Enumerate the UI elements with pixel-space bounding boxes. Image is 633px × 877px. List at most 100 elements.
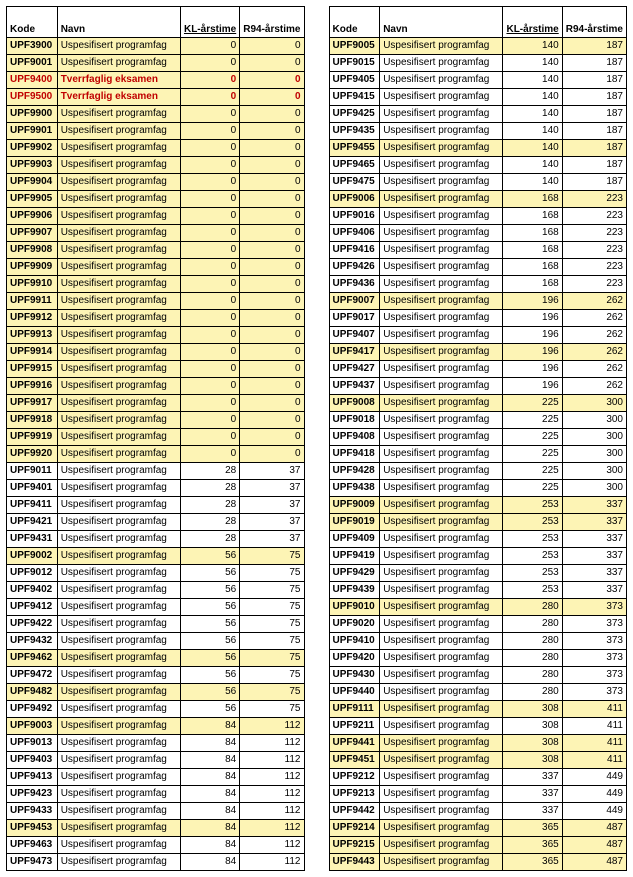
tbody-left: UPF3900Uspesifisert programfag00UPF9001U… [7, 38, 305, 871]
cell-navn: Uspesifisert programfag [57, 378, 180, 395]
cell-kode: UPF9462 [7, 650, 58, 667]
table-row: UPF9430Uspesifisert programfag280373 [329, 667, 627, 684]
tbody-right: UPF9005Uspesifisert programfag140187UPF9… [329, 38, 627, 871]
cell-kl: 56 [180, 565, 239, 582]
cell-navn: Uspesifisert programfag [380, 497, 503, 514]
cell-r94: 337 [562, 514, 626, 531]
cell-kode: UPF9011 [7, 463, 58, 480]
table-row: UPF9020Uspesifisert programfag280373 [329, 616, 627, 633]
cell-navn: Uspesifisert programfag [57, 463, 180, 480]
cell-r94: 0 [240, 174, 304, 191]
table-row: UPF9426Uspesifisert programfag168223 [329, 259, 627, 276]
cell-r94: 337 [562, 531, 626, 548]
table-row: UPF9429Uspesifisert programfag253337 [329, 565, 627, 582]
cell-navn: Uspesifisert programfag [380, 616, 503, 633]
table-row: UPF9019Uspesifisert programfag253337 [329, 514, 627, 531]
cell-navn: Uspesifisert programfag [57, 327, 180, 344]
table-row: UPF9418Uspesifisert programfag225300 [329, 446, 627, 463]
cell-navn: Uspesifisert programfag [57, 191, 180, 208]
cell-r94: 223 [562, 242, 626, 259]
cell-kl: 0 [180, 242, 239, 259]
col-kl-header: KL-årstime [180, 7, 239, 38]
cell-navn: Uspesifisert programfag [380, 684, 503, 701]
cell-kode: UPF9427 [329, 361, 380, 378]
cell-navn: Uspesifisert programfag [57, 310, 180, 327]
cell-navn: Uspesifisert programfag [380, 531, 503, 548]
cell-navn: Uspesifisert programfag [380, 565, 503, 582]
cell-r94: 187 [562, 89, 626, 106]
cell-kode: UPF9918 [7, 412, 58, 429]
cell-kode: UPF9443 [329, 854, 380, 871]
table-row: UPF9482Uspesifisert programfag5675 [7, 684, 305, 701]
header-row: Kode Navn KL-årstime R94-årstime [7, 7, 305, 38]
cell-navn: Tverrfaglig eksamen [57, 89, 180, 106]
cell-kode: UPF9214 [329, 820, 380, 837]
cell-kode: UPF9423 [7, 786, 58, 803]
cell-navn: Uspesifisert programfag [57, 803, 180, 820]
cell-r94: 0 [240, 412, 304, 429]
cell-kode: UPF9410 [329, 633, 380, 650]
cell-kode: UPF9473 [7, 854, 58, 871]
cell-navn: Uspesifisert programfag [380, 599, 503, 616]
cell-kl: 56 [180, 633, 239, 650]
table-row: UPF9006Uspesifisert programfag168223 [329, 191, 627, 208]
cell-navn: Uspesifisert programfag [57, 837, 180, 854]
table-row: UPF9903Uspesifisert programfag00 [7, 157, 305, 174]
table-row: UPF9428Uspesifisert programfag225300 [329, 463, 627, 480]
cell-kode: UPF9902 [7, 140, 58, 157]
cell-kode: UPF9411 [7, 497, 58, 514]
cell-kode: UPF9432 [7, 633, 58, 650]
cell-kl: 84 [180, 837, 239, 854]
cell-kode: UPF9438 [329, 480, 380, 497]
cell-r94: 262 [562, 327, 626, 344]
cell-r94: 0 [240, 378, 304, 395]
cell-navn: Uspesifisert programfag [57, 412, 180, 429]
cell-kode: UPF9455 [329, 140, 380, 157]
table-row: UPF9011Uspesifisert programfag2837 [7, 463, 305, 480]
cell-r94: 75 [240, 684, 304, 701]
cell-r94: 487 [562, 854, 626, 871]
cell-kl: 280 [503, 650, 562, 667]
cell-r94: 0 [240, 293, 304, 310]
cell-kode: UPF9900 [7, 106, 58, 123]
cell-kl: 280 [503, 684, 562, 701]
cell-kl: 225 [503, 429, 562, 446]
table-row: UPF9005Uspesifisert programfag140187 [329, 38, 627, 55]
cell-r94: 0 [240, 310, 304, 327]
cell-r94: 223 [562, 208, 626, 225]
cell-kl: 365 [503, 820, 562, 837]
table-row: UPF9431Uspesifisert programfag2837 [7, 531, 305, 548]
cell-kl: 0 [180, 378, 239, 395]
cell-r94: 337 [562, 582, 626, 599]
cell-r94: 300 [562, 446, 626, 463]
cell-navn: Uspesifisert programfag [57, 446, 180, 463]
cell-kode: UPF9005 [329, 38, 380, 55]
cell-navn: Uspesifisert programfag [57, 667, 180, 684]
cell-kl: 0 [180, 259, 239, 276]
table-row: UPF9913Uspesifisert programfag00 [7, 327, 305, 344]
cell-r94: 112 [240, 752, 304, 769]
table-row: UPF9408Uspesifisert programfag225300 [329, 429, 627, 446]
table-row: UPF9111Uspesifisert programfag308411 [329, 701, 627, 718]
table-row: UPF9473Uspesifisert programfag84112 [7, 854, 305, 871]
cell-r94: 75 [240, 599, 304, 616]
cell-navn: Uspesifisert programfag [380, 837, 503, 854]
cell-r94: 0 [240, 242, 304, 259]
cell-navn: Uspesifisert programfag [380, 72, 503, 89]
cell-navn: Uspesifisert programfag [57, 361, 180, 378]
table-row: UPF9419Uspesifisert programfag253337 [329, 548, 627, 565]
cell-r94: 75 [240, 582, 304, 599]
cell-navn: Uspesifisert programfag [380, 55, 503, 72]
table-row: UPF9212Uspesifisert programfag337449 [329, 769, 627, 786]
cell-kode: UPF9422 [7, 616, 58, 633]
cell-kl: 196 [503, 293, 562, 310]
col-kode-header: Kode [7, 7, 58, 38]
cell-kode: UPF9400 [7, 72, 58, 89]
cell-kl: 84 [180, 786, 239, 803]
cell-navn: Uspesifisert programfag [380, 701, 503, 718]
cell-kode: UPF9426 [329, 259, 380, 276]
cell-kl: 196 [503, 310, 562, 327]
cell-r94: 411 [562, 752, 626, 769]
cell-kode: UPF9916 [7, 378, 58, 395]
cell-navn: Uspesifisert programfag [380, 480, 503, 497]
